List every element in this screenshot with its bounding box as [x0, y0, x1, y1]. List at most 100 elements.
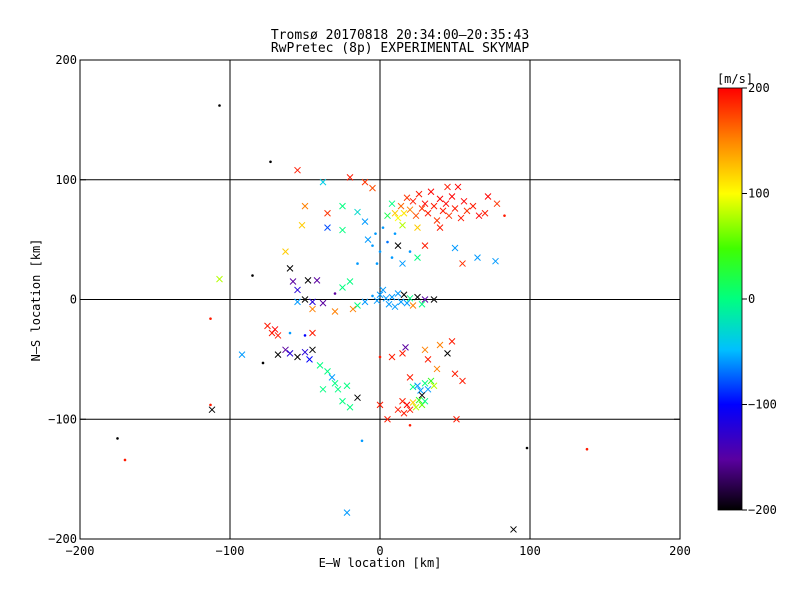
axis-ticks: −200 −100 0 100 200 −200 −100 0 100 200	[48, 53, 691, 558]
data-point-x	[454, 183, 462, 191]
data-point-x	[421, 346, 429, 354]
data-point-x	[424, 385, 432, 393]
data-point-x	[430, 202, 438, 210]
data-point-x	[294, 298, 301, 306]
data-point-x	[400, 291, 408, 299]
data-point-x	[361, 298, 369, 306]
data-point-x	[301, 202, 309, 210]
data-point-x	[264, 322, 271, 330]
data-point-x	[298, 221, 306, 229]
data-point-x	[427, 188, 435, 196]
data-point-x	[442, 200, 450, 208]
colorbar-label: [m/s]	[717, 72, 753, 86]
data-point-x	[421, 296, 429, 303]
data-point-x	[406, 206, 414, 214]
data-point-x	[409, 302, 417, 309]
data-point-dot	[303, 334, 307, 337]
data-point-dot	[209, 317, 212, 320]
data-points	[116, 104, 589, 533]
data-point-x	[510, 526, 517, 533]
data-point-x	[354, 208, 361, 216]
data-point-x	[451, 244, 459, 252]
data-point-x	[282, 248, 289, 255]
data-point-dot	[251, 274, 254, 277]
data-point-x	[394, 242, 402, 249]
data-point-x	[216, 275, 223, 283]
data-point-x	[388, 353, 396, 361]
data-point-x	[271, 326, 279, 333]
data-point-x	[418, 300, 426, 308]
data-point-x	[421, 242, 429, 249]
data-point-x	[415, 190, 423, 198]
data-point-dot	[408, 423, 412, 427]
colorbar-tick-label: 100	[748, 187, 770, 201]
data-point-x	[460, 197, 468, 205]
y-tick-label: 0	[70, 293, 77, 307]
data-point-x	[444, 183, 451, 191]
data-point-x	[424, 356, 432, 363]
data-point-x	[324, 367, 331, 375]
y-tick-label: −100	[48, 412, 77, 426]
data-point-x	[402, 344, 409, 351]
data-point-x	[399, 350, 406, 357]
y-tick-label: 100	[55, 173, 77, 187]
data-point-x	[346, 278, 354, 285]
data-point-dot	[288, 331, 292, 335]
data-point-dot	[381, 226, 385, 229]
data-point-x	[414, 293, 421, 301]
data-point-x	[309, 305, 316, 313]
data-point-x	[406, 294, 414, 302]
data-point-x	[369, 184, 376, 192]
colorbar	[717, 87, 743, 511]
data-point-x	[324, 224, 331, 232]
data-point-dot	[390, 256, 394, 259]
colorbar-ticks: −200 −100 0 100 200	[742, 81, 777, 517]
data-point-x	[331, 308, 339, 315]
data-point-x	[394, 214, 402, 222]
data-point-x	[304, 276, 312, 284]
data-point-x	[444, 350, 451, 357]
data-point-x	[433, 365, 441, 373]
data-point-x	[451, 370, 459, 378]
data-point-x	[301, 348, 309, 356]
data-point-x	[481, 209, 489, 217]
data-point-x	[424, 209, 432, 217]
data-point-x	[319, 178, 327, 186]
data-point-x	[361, 218, 369, 226]
data-point-x	[391, 303, 399, 311]
grid-lines	[80, 60, 680, 539]
data-point-x	[334, 385, 342, 393]
data-point-x	[421, 379, 429, 387]
data-point-x	[399, 260, 406, 267]
data-point-x	[286, 350, 294, 357]
data-point-x	[306, 356, 313, 363]
data-point-x	[343, 509, 351, 517]
data-point-x	[394, 290, 402, 297]
data-point-x	[433, 217, 441, 224]
data-point-x	[399, 221, 406, 229]
data-point-x	[436, 341, 444, 349]
data-point-dot	[525, 446, 529, 450]
data-point-x	[346, 174, 354, 181]
data-point-x	[319, 299, 327, 307]
data-point-x	[394, 406, 402, 414]
data-point-x	[463, 207, 471, 215]
data-point-dot	[374, 232, 377, 235]
data-point-dot	[123, 458, 127, 462]
data-point-x	[385, 300, 393, 308]
data-point-x	[418, 391, 426, 399]
data-point-x	[319, 385, 327, 393]
data-point-x	[313, 276, 321, 284]
data-point-x	[354, 302, 361, 309]
data-point-x	[412, 212, 420, 220]
data-point-x	[400, 209, 408, 217]
data-point-dot	[356, 262, 359, 265]
data-point-dot	[503, 214, 506, 217]
data-point-x	[328, 373, 336, 381]
data-point-x	[343, 382, 351, 390]
data-point-x	[403, 299, 411, 307]
data-point-x	[414, 224, 421, 232]
data-point-x	[364, 236, 372, 243]
data-point-x	[436, 224, 444, 232]
data-point-dot	[269, 160, 272, 164]
